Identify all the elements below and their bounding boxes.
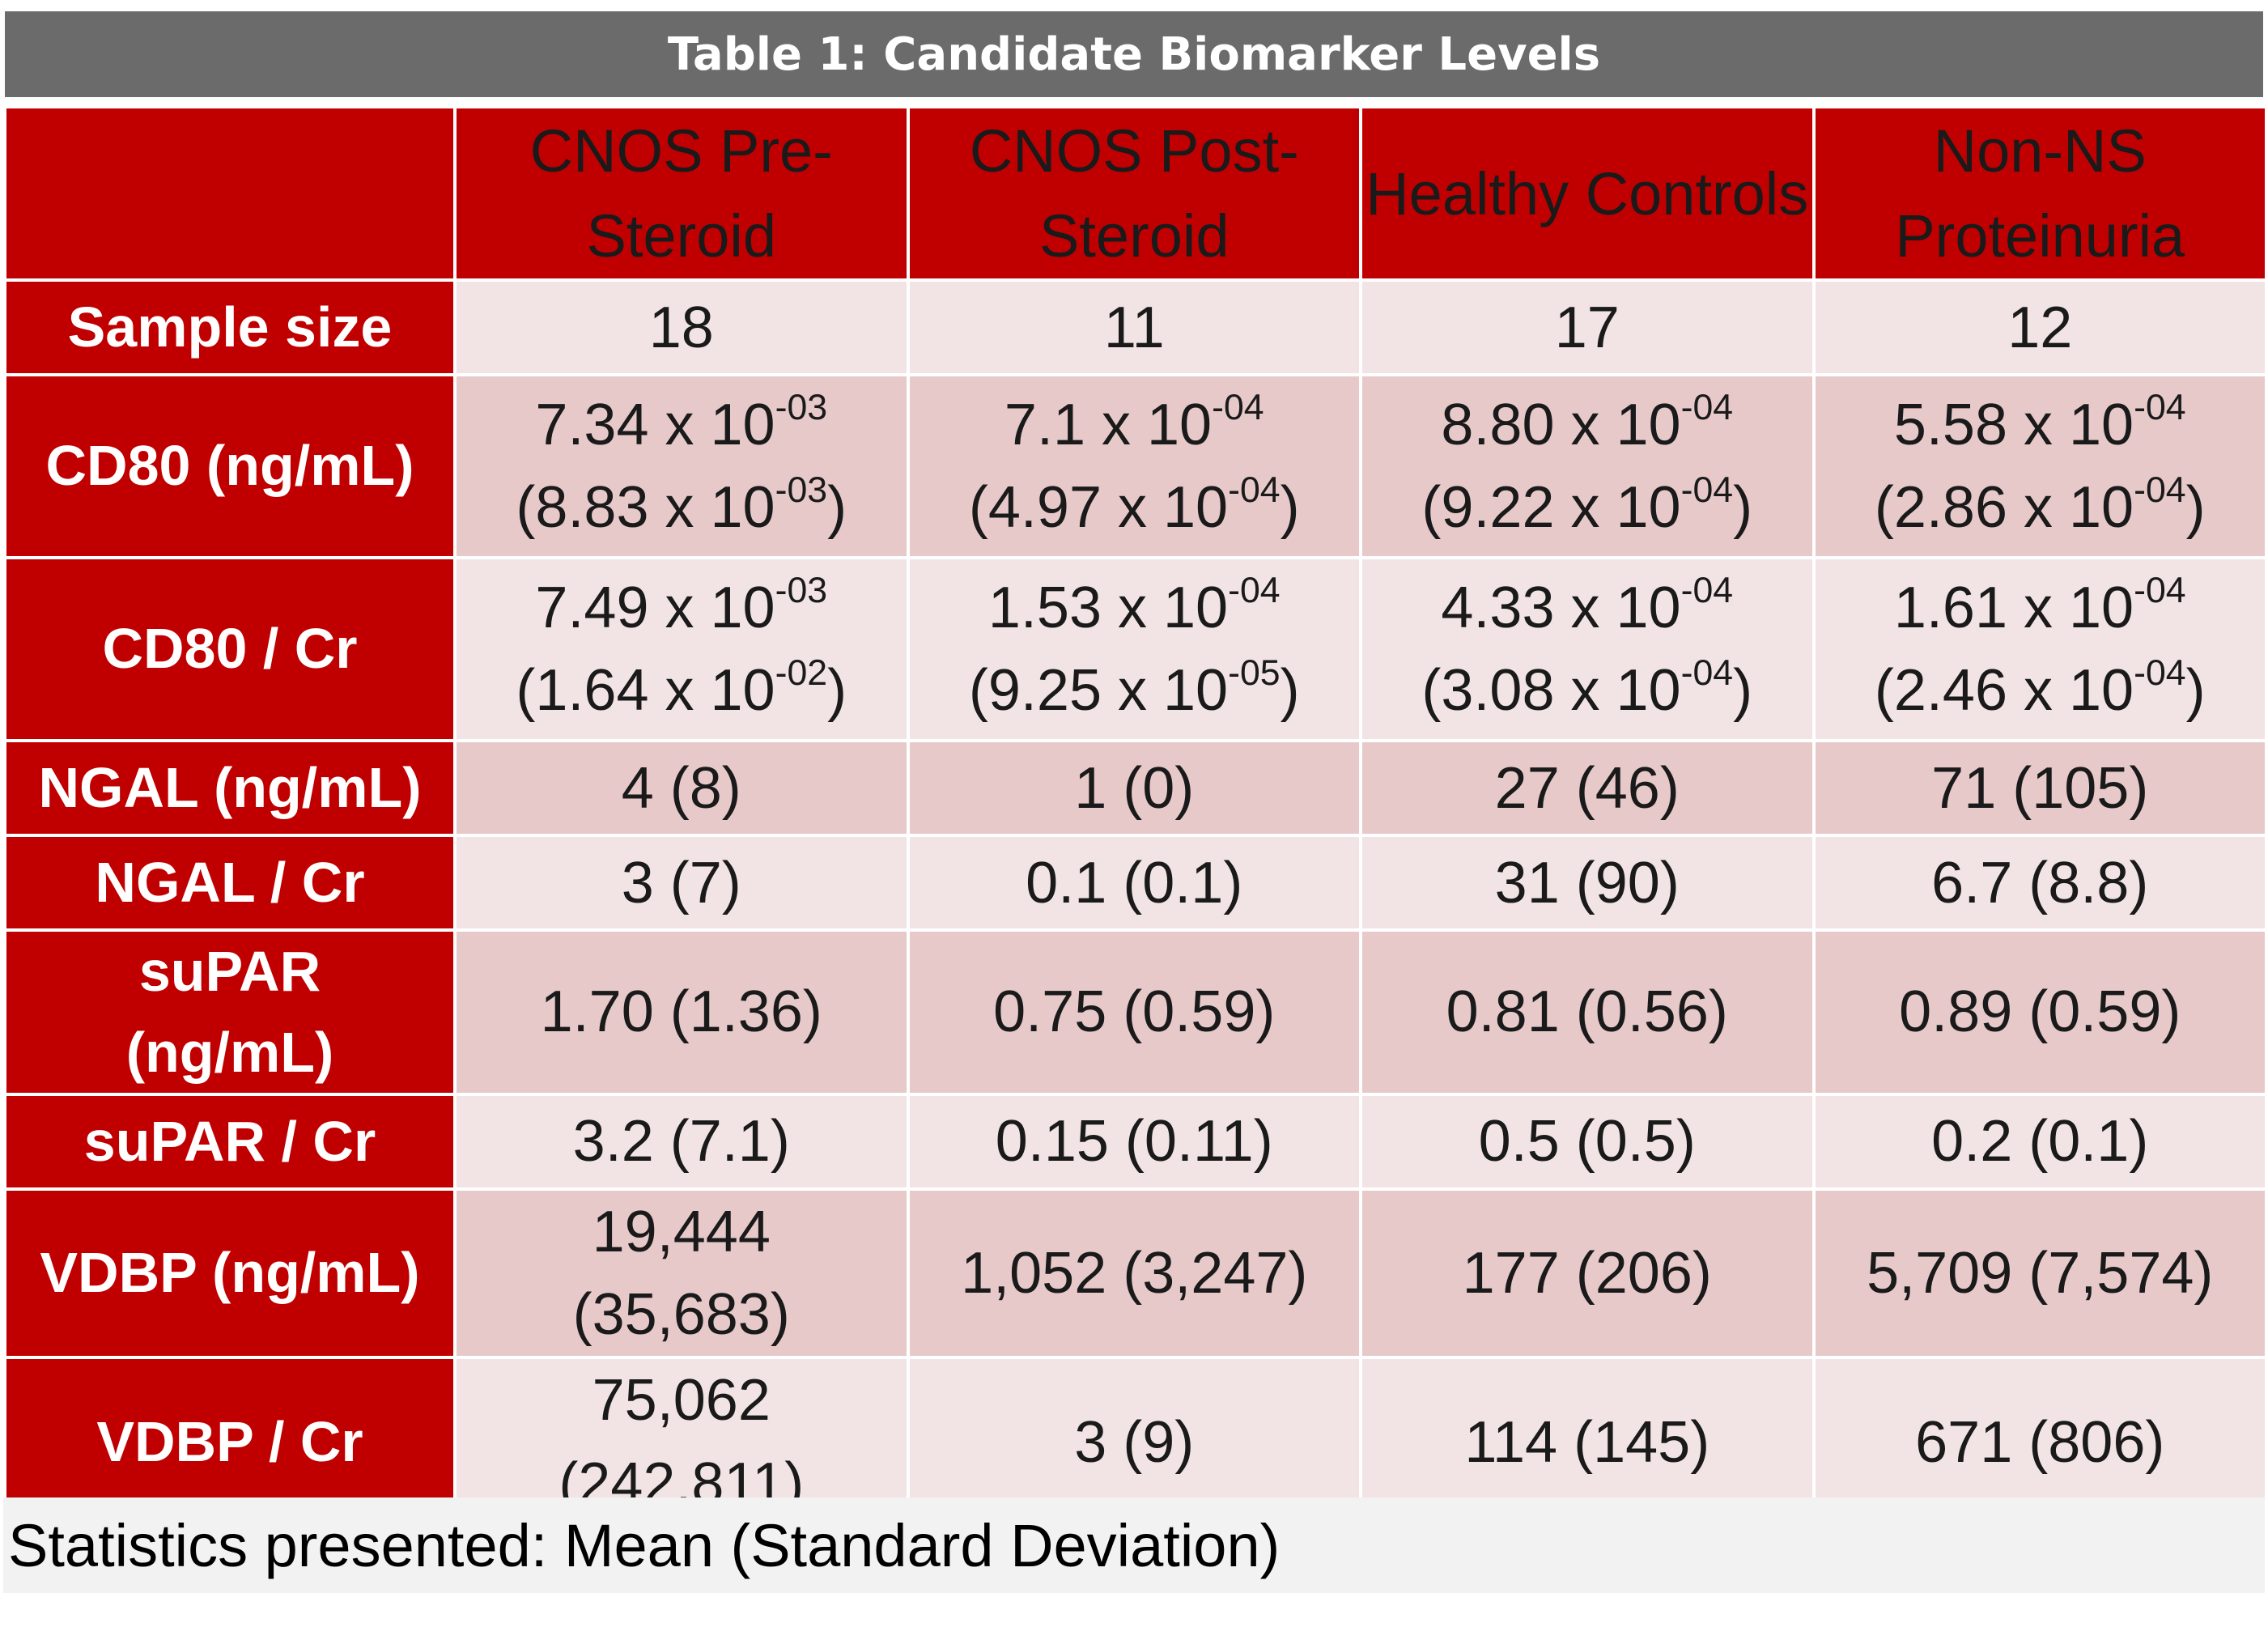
column-header: CNOS Pre-Steroid [453,104,910,282]
table-cell: 0.89 (0.59) [1811,928,2268,1096]
exponent: -04 [1228,570,1281,610]
exponent: -04 [1680,570,1734,610]
table-cell: 3 (7) [453,834,910,932]
table-cell: 3.2 (7.1) [453,1092,910,1191]
table-row: NGAL (ng/mL) 4 (8) 1 (0) 27 (46) 71 (105… [3,739,2268,838]
table-cell: 0.5 (0.5) [1359,1092,1816,1191]
mean-value: 8.80 x 10 [1441,392,1681,457]
mean-value: 1.61 x 10 [1893,575,2134,640]
table-cell: 0.75 (0.59) [906,928,1362,1096]
table-row: NGAL / Cr 3 (7) 0.1 (0.1) 31 (90) 6.7 (8… [3,834,2268,932]
table-cell: 7.34 x 10-03 (8.83 x 10-03) [453,373,910,560]
exponent: -04 [1212,387,1264,427]
row-label: suPAR (ng/mL) [3,928,457,1096]
row-label: suPAR / Cr [3,1092,457,1191]
row-label: VDBP (ng/mL) [3,1187,457,1360]
header-corner-cell [3,104,457,282]
table-cell: 1 (0) [906,739,1362,838]
sd-value: 9.22 x 10 [1441,475,1681,541]
table-row: CD80 / Cr 7.49 x 10-03 (1.64 x 10-02) 1.5… [3,556,2268,743]
table-cell: 1.53 x 10-04 (9.25 x 10-05) [906,556,1362,743]
sd-value: 2.86 x 10 [1893,475,2134,541]
row-label: CD80 (ng/mL) [3,373,457,560]
mean-value: 7.1 x 10 [1004,392,1213,457]
sd-value: 4.97 x 10 [987,475,1229,541]
table-row: VDBP (ng/mL) 19,444 (35,683) 1,052 (3,24… [3,1187,2268,1360]
table-cell: 12 [1811,278,2268,377]
table-cell: 31 (90) [1359,834,1816,932]
column-header: CNOS Post-Steroid [906,104,1362,282]
exponent: -05 [1228,652,1281,693]
mean-value: 7.34 x 10 [535,392,775,457]
table-cell: 8.80 x 10-04 (9.22 x 10-04) [1359,373,1816,560]
sd-value: 3.08 x 10 [1441,658,1681,724]
table-cell: 19,444 (35,683) [453,1187,910,1360]
exponent: -04 [1228,469,1281,510]
table-cell: 6.7 (8.8) [1811,834,2268,932]
exponent: -04 [1680,469,1734,510]
header-row: CNOS Pre-Steroid CNOS Post-Steroid Healt… [3,104,2268,282]
table-cell: 177 (206) [1359,1187,1816,1360]
table-cell: 0.2 (0.1) [1811,1092,2268,1191]
table-row: suPAR (ng/mL) 1.70 (1.36) 0.75 (0.59) 0.… [3,928,2268,1096]
row-label: NGAL / Cr [3,834,457,932]
table-cell: 7.49 x 10-03 (1.64 x 10-02) [453,556,910,743]
table-cell: 71 (105) [1811,739,2268,838]
table-cell: 0.1 (0.1) [906,834,1362,932]
mean-value: 1.53 x 10 [987,575,1229,640]
table-row: CD80 (ng/mL) 7.34 x 10-03 (8.83 x 10-03) … [3,373,2268,560]
table-cell: 5.58 x 10-04 (2.86 x 10-04) [1811,373,2268,560]
table-cell: 1.70 (1.36) [453,928,910,1096]
mean-value: 7.49 x 10 [535,575,775,640]
row-label: NGAL (ng/mL) [3,739,457,838]
table-cell: 5,709 (7,574) [1811,1187,2268,1360]
exponent: -04 [2134,387,2186,427]
table-cell: 0.81 (0.56) [1359,928,1816,1096]
sd-value: 8.83 x 10 [535,475,775,541]
table-cell: 1.61 x 10-04 (2.46 x 10-04) [1811,556,2268,743]
table-cell: 7.1 x 10-04 (4.97 x 10-04) [906,373,1362,560]
table-cell: 0.15 (0.11) [906,1092,1362,1191]
table-cell: 4.33 x 10-04 (3.08 x 10-04) [1359,556,1816,743]
exponent: -04 [1680,652,1734,693]
column-header: Healthy Controls [1359,104,1816,282]
table-cell: 1,052 (3,247) [906,1187,1362,1360]
table-row: suPAR / Cr 3.2 (7.1) 0.15 (0.11) 0.5 (0.… [3,1092,2268,1191]
table-title: Table 1: Candidate Biomarker Levels [5,11,2263,97]
table-footnote: Statistics presented: Mean (Standard Dev… [3,1497,2265,1593]
sd-value: 2.46 x 10 [1893,658,2134,724]
exponent: -03 [775,387,828,427]
exponent: -04 [2134,570,2186,610]
table-cell: 11 [906,278,1362,377]
table-cell: 27 (46) [1359,739,1816,838]
exponent: -03 [775,570,828,610]
table-cell: 18 [453,278,910,377]
exponent: -02 [775,652,828,693]
sd-value: 9.25 x 10 [987,658,1229,724]
column-header: Non-NS Proteinuria [1811,104,2268,282]
table-row: Sample size 18 11 17 12 [3,278,2268,377]
mean-value: 4.33 x 10 [1441,575,1681,640]
biomarker-table: CNOS Pre-Steroid CNOS Post-Steroid Healt… [3,104,2268,1528]
row-label: CD80 / Cr [3,556,457,743]
exponent: -04 [2134,469,2186,510]
exponent: -04 [1680,387,1734,427]
table-cell: 17 [1359,278,1816,377]
exponent: -04 [2134,652,2186,693]
sd-value: 1.64 x 10 [535,658,775,724]
row-label: Sample size [3,278,457,377]
mean-value: 5.58 x 10 [1893,392,2134,457]
exponent: -03 [775,469,828,510]
table-cell: 4 (8) [453,739,910,838]
